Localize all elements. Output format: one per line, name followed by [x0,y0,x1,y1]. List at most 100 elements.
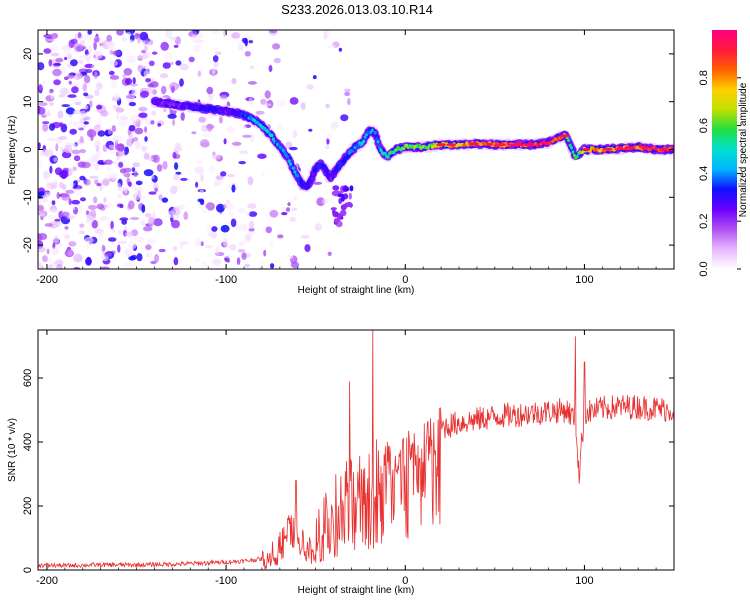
spectrogram-noise-blob [281,165,288,171]
spectrogram-noise-blob [108,70,115,76]
spectrogram-noise-blob [141,145,148,152]
spectrogram-ridge-peak [524,143,533,147]
spectrogram-noise-blob [121,219,128,225]
spectrogram-noise-blob [107,172,116,180]
spectrogram-noise-blob [145,78,152,83]
spectrogram-noise-blob [107,202,112,209]
spectrogram-noise-blob [231,78,237,85]
spectrogram-noise-blob [126,93,136,103]
spectrogram-noise-blob [53,79,61,86]
spectrogram-noise-blob [116,112,120,121]
spectrogram-noise-blob [108,144,117,149]
spectrogram-noise-blob [234,223,243,232]
spectrogram-noise-blob [244,233,252,242]
spectrogram-noise-blob [73,188,83,196]
spectrogram-noise-blob [150,181,154,186]
spectrogram-ridge-blob [402,146,406,151]
spectrogram-noise-blob [132,77,136,85]
spectrogram-ridge-blob [324,169,328,173]
spectrogram-noise-blob [220,94,228,100]
spectrogram-noise-blob [44,38,50,42]
spectrogram-noise-blob [144,136,148,142]
colorbar-ticks: 0.0 0.2 0.4 0.6 0.8 [698,70,741,277]
spectrogram-noise-blob [85,69,93,73]
spectrogram-noise-blob [138,195,148,200]
colorbar-label: Normalized spectral amplitude [738,82,749,217]
spectrogram-noise-blob [117,149,122,157]
spectrogram-noise-blob [145,244,152,251]
spectrogram-noise-blob [287,202,291,207]
spectrogram-noise-blob [72,110,82,115]
spectrogram-noise-blob [52,247,59,256]
spectrogram-noise-blob [139,31,149,41]
spectrogram-noise-blob [146,238,157,244]
spectrogram-scatter-blob [340,195,345,202]
spectrogram-noise-blob [213,179,222,187]
spectrogram-noise-blob [238,208,246,214]
spectrogram-noise-blob [50,33,59,39]
spectrogram-noise-blob [223,138,227,145]
spectrogram-noise-blob [83,179,91,186]
spectrogram-noise-blob [248,97,253,105]
spectrogram-noise-blob [149,81,159,88]
spectrogram-noise-blob [126,138,134,147]
spectrogram-noise-blob [230,218,237,228]
spectrogram-ridge-blob [370,128,374,133]
spectrogram-noise-blob [223,203,227,209]
spectrogram-noise-blob [43,48,52,54]
spectrogram-ridge-blob [329,176,333,180]
spectrogram-noise-blob [308,128,313,132]
snr-x-tick-label: 0 [402,575,408,587]
spectrogram-noise-blob [72,166,77,171]
spectrogram-scatter-blob [343,187,350,192]
spectrogram-noise-blob [48,123,56,131]
spectrogram-noise-blob [44,223,53,227]
spectrogram-scatter-blob [332,211,340,218]
spectrogram-noise-blob [215,246,220,255]
spectrogram-noise-blob [132,162,141,168]
snr-series-line [38,330,674,570]
spectrogram-noise-blob [312,181,323,185]
spectrogram-noise-blob [68,120,78,126]
spectrogram-y-axis-label: Frequency (Hz) [7,116,18,185]
spectrogram-y-tick-label: 10 [22,96,34,108]
spectrogram-noise-blob [160,73,169,79]
spectrogram-noise-blob [82,83,88,92]
spectrogram-ridge-blob [346,154,350,158]
spectrogram-noise-blob [248,211,258,217]
spectrogram-noise-blob [158,248,166,253]
spectrogram-noise-blob [89,175,99,179]
spectrogram-noise-blob [205,202,215,211]
spectrogram-noise-blob [173,173,180,181]
spectrogram-noise-blob [160,41,169,51]
spectrogram-noise-blob [38,246,46,253]
spectrogram-noise-blob [93,196,98,204]
spectrogram-noise-blob [112,50,121,56]
spectrogram-noise-blob [216,203,225,213]
spectrogram-noise-blob [55,58,64,63]
spectrogram-noise-blob [238,150,249,155]
spectrogram-ridge-blob [296,174,300,178]
spectrogram-noise-blob [83,75,91,84]
spectrogram-noise-blob [38,142,41,150]
spectrogram-noise-blob [306,84,314,90]
spectrogram-noise-blob [42,121,50,125]
spectrogram-noise-blob [112,135,122,143]
spectrogram-noise-blob [124,150,128,156]
spectrogram-noise-blob [38,62,45,71]
snr-y-tick-label: 0 [22,567,34,573]
spectrogram-noise-blob [64,56,68,61]
spectrogram-ridge-blob [569,146,574,150]
spectrogram-ridge-blob [309,179,313,184]
spectrogram-noise-blob [72,143,77,148]
spectrogram-noise-blob [64,144,73,154]
spectrogram-noise-blob [248,220,255,230]
spectrogram-noise-blob [112,161,117,165]
spectrogram-noise-blob [212,55,219,63]
spectrogram-noise-blob [325,145,330,150]
spectrogram-ridge-peak [446,143,457,147]
spectrogram-noise-blob [206,224,212,231]
spectrogram-noise-blob [208,165,216,174]
spectrogram-noise-blob [205,244,213,249]
snr-y-axis-label: SNR (10 * v/v) [7,418,18,482]
